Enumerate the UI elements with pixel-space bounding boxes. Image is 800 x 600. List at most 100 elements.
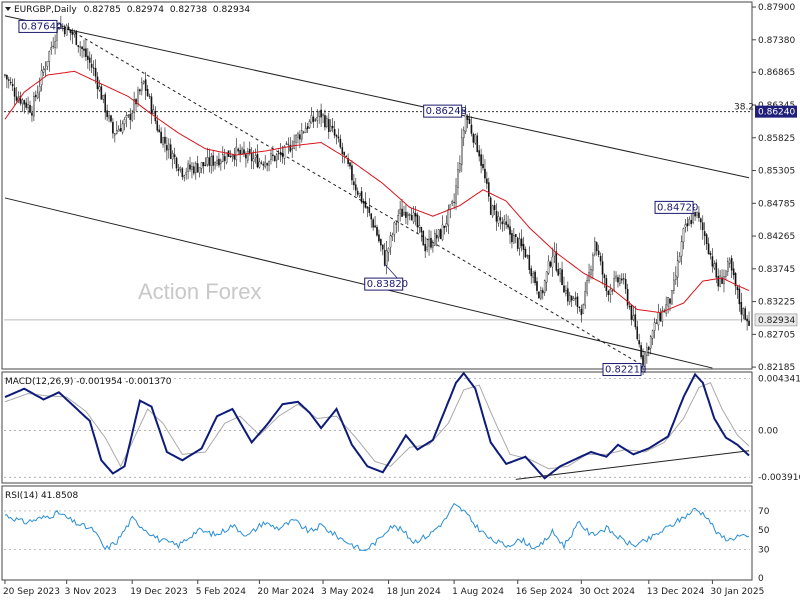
candle — [349, 161, 351, 170]
candle-body — [673, 279, 675, 291]
time-tick-label: 3 Nov 2023 — [65, 587, 117, 597]
candle-body — [434, 232, 436, 246]
candle — [480, 148, 482, 174]
candle-body — [8, 79, 10, 81]
candle — [235, 138, 238, 167]
candle-body — [237, 148, 240, 152]
candle — [407, 211, 409, 226]
candle — [328, 112, 330, 139]
candle-body — [262, 163, 265, 166]
candle — [139, 88, 141, 95]
candle — [331, 118, 334, 133]
candle — [13, 78, 16, 107]
candle — [353, 174, 355, 190]
candle — [333, 120, 336, 139]
candle — [195, 161, 197, 180]
candle — [543, 279, 546, 296]
price-panel — [1, 1, 753, 370]
candle — [522, 236, 525, 260]
header-close: 0.82934 — [213, 5, 250, 15]
channel-upper-line — [4, 15, 750, 179]
candle — [129, 108, 132, 130]
candle-body — [90, 63, 93, 68]
candle-body — [175, 157, 178, 169]
candle — [266, 162, 268, 172]
candle-body — [31, 112, 33, 116]
candle — [25, 98, 27, 110]
rsi-tick-label: 50 — [758, 526, 770, 536]
candle — [378, 229, 380, 243]
candle — [493, 200, 496, 216]
candle — [364, 192, 367, 209]
candle — [83, 39, 85, 58]
candle-body — [686, 223, 689, 227]
candle — [351, 160, 353, 185]
candle — [88, 51, 91, 71]
candle-body — [493, 205, 496, 211]
candle-body — [671, 290, 673, 305]
candle-body — [551, 256, 554, 268]
candle-body — [563, 285, 565, 293]
candle-body — [707, 243, 710, 255]
candle-body — [318, 111, 320, 117]
candle — [314, 118, 317, 122]
candle-body — [576, 296, 579, 307]
annotation-box — [602, 363, 642, 377]
candle-body — [19, 96, 22, 104]
candle-body — [27, 104, 29, 109]
candle — [653, 317, 656, 339]
candle-body — [181, 168, 184, 177]
candle-body — [495, 210, 498, 222]
candle-body — [401, 208, 403, 217]
candle — [123, 117, 126, 131]
candle — [397, 209, 400, 232]
candle-body — [185, 172, 187, 175]
candle-body — [713, 263, 716, 269]
candle — [700, 217, 702, 230]
candle — [160, 127, 162, 144]
candle-body — [71, 31, 74, 35]
candle — [281, 145, 284, 164]
candle-body — [50, 47, 53, 51]
candle-body — [243, 149, 245, 154]
candle — [214, 161, 216, 170]
candle — [15, 86, 18, 103]
candle — [77, 45, 80, 53]
candle-body — [376, 227, 378, 236]
header-symbol: EURGBP — [14, 5, 52, 15]
candle — [356, 187, 359, 197]
candle — [177, 164, 180, 177]
candle-body — [69, 29, 72, 33]
candle-body — [274, 155, 276, 161]
candle-body — [572, 298, 575, 301]
candle — [464, 105, 467, 134]
candle — [472, 132, 475, 148]
candle — [551, 247, 554, 277]
candle-body — [705, 234, 708, 245]
candle — [615, 271, 617, 282]
candle — [426, 239, 428, 253]
candle-body — [287, 143, 290, 145]
candle — [208, 148, 211, 173]
candle — [374, 216, 376, 228]
candle — [171, 150, 174, 169]
candle — [106, 104, 108, 121]
candle — [570, 295, 573, 307]
candle — [65, 23, 68, 36]
candle — [468, 113, 471, 125]
candle-body — [615, 275, 617, 279]
candle-body — [268, 160, 270, 166]
candle — [584, 281, 586, 309]
candle-body — [21, 99, 24, 105]
candle-body — [580, 308, 583, 315]
candle-body — [275, 154, 278, 161]
macd-support-line — [515, 450, 750, 480]
candle — [728, 257, 731, 268]
candle — [127, 114, 130, 119]
candle — [432, 239, 434, 253]
candle-body — [58, 27, 60, 29]
candle — [555, 243, 558, 273]
candle-body — [567, 288, 569, 302]
candle-body — [561, 269, 563, 285]
candle-body — [225, 152, 228, 163]
